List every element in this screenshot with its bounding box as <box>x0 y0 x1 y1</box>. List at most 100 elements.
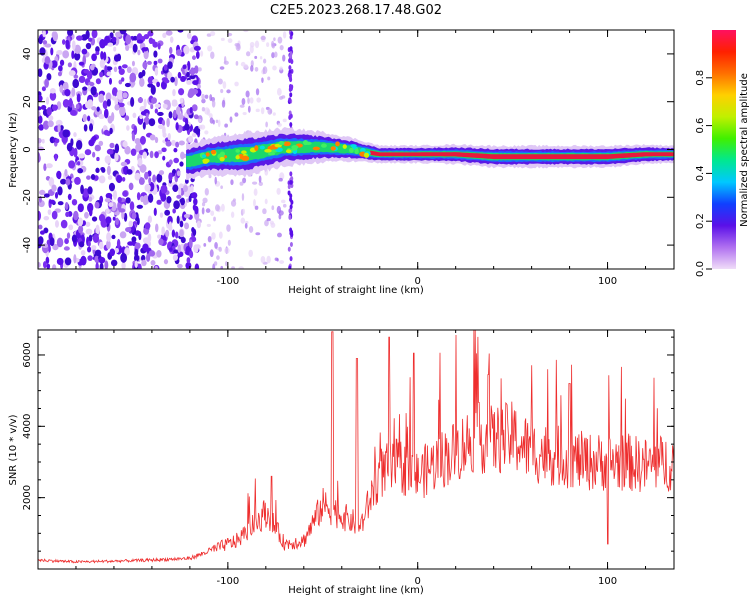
noise-speckle <box>143 49 149 60</box>
sparse-speckle <box>207 45 213 52</box>
sparse-speckle <box>279 45 284 51</box>
sparse-speckle <box>249 45 254 54</box>
sparse-speckle <box>210 51 215 59</box>
noise-speckle <box>193 244 199 253</box>
noise-speckle <box>50 47 54 56</box>
noise-speckle <box>168 247 173 252</box>
noise-speckle <box>52 31 59 42</box>
noise-speckle <box>78 61 85 66</box>
noise-speckle <box>57 71 62 77</box>
sparse-speckle <box>201 207 205 215</box>
noise-speckle <box>154 103 161 108</box>
snr-line <box>38 330 674 564</box>
noise-speckle <box>193 198 198 206</box>
noise-speckle <box>75 139 83 150</box>
noise-speckle <box>116 89 124 100</box>
noise-speckle <box>95 78 102 85</box>
noise-speckle <box>44 78 49 88</box>
noise-speckle <box>178 140 185 146</box>
noise-speckle <box>178 88 185 96</box>
noise-speckle <box>96 156 100 162</box>
sparse-speckle <box>250 65 254 72</box>
noise-speckle <box>125 197 131 204</box>
sparse-speckle <box>255 108 260 113</box>
noise-speckle <box>105 216 112 224</box>
noise-speckle <box>99 39 106 49</box>
noise-speckle <box>54 138 60 144</box>
noise-speckle <box>118 79 123 85</box>
streak-speckle <box>288 65 292 71</box>
noise-speckle <box>64 257 72 266</box>
sparse-speckle <box>281 95 286 99</box>
noise-speckle <box>172 254 178 261</box>
noise-speckle <box>156 81 161 88</box>
snr-y-tick-label: 6000 <box>22 342 33 367</box>
noise-speckle <box>144 222 151 230</box>
sparse-speckle <box>241 98 246 105</box>
noise-speckle <box>98 213 106 222</box>
sparse-speckle <box>204 188 209 196</box>
sparse-speckle <box>256 97 261 103</box>
sparse-speckle <box>248 249 253 258</box>
noise-speckle <box>90 86 97 96</box>
noise-speckle <box>68 224 74 231</box>
sparse-speckle <box>276 232 282 238</box>
noise-speckle <box>121 261 126 269</box>
noise-speckle <box>114 143 120 154</box>
spectrogram-image <box>38 30 674 269</box>
sparse-speckle <box>252 181 258 185</box>
noise-speckle <box>64 169 68 177</box>
noise-speckle <box>55 119 63 127</box>
noise-speckle <box>71 87 76 97</box>
sparse-speckle <box>276 258 279 262</box>
noise-speckle <box>98 256 106 264</box>
noise-speckle <box>122 190 128 197</box>
noise-speckle <box>115 247 119 254</box>
sparse-speckle <box>273 37 276 42</box>
noise-speckle <box>71 198 78 206</box>
band-blob <box>264 149 272 153</box>
noise-speckle <box>74 52 81 61</box>
noise-speckle <box>86 71 93 80</box>
noise-speckle <box>120 252 128 263</box>
band-blob <box>312 146 321 151</box>
colorbar-label: Normalized spectral amplitude <box>739 73 750 227</box>
noise-speckle <box>80 255 87 266</box>
noise-speckle <box>176 170 181 177</box>
noise-speckle <box>59 59 65 66</box>
noise-speckle <box>192 55 196 60</box>
noise-speckle <box>91 106 97 111</box>
sparse-speckle <box>253 188 258 196</box>
sparse-speckle <box>240 217 246 224</box>
streak-speckle <box>289 256 293 262</box>
noise-speckle <box>148 118 156 127</box>
noise-speckle <box>87 255 93 262</box>
noise-speckle <box>41 105 47 110</box>
sparse-speckle <box>226 89 231 94</box>
sparse-speckle <box>216 255 220 260</box>
noise-speckle <box>112 189 117 200</box>
noise-speckle <box>111 111 115 122</box>
noise-speckle <box>76 35 83 41</box>
noise-speckle <box>38 106 42 111</box>
sparse-speckle <box>250 60 254 67</box>
noise-speckle <box>142 243 149 252</box>
noise-speckle <box>188 135 193 143</box>
noise-speckle <box>186 32 192 39</box>
noise-speckle <box>143 33 150 40</box>
noise-speckle <box>171 139 176 147</box>
noise-speckle <box>98 241 104 250</box>
sparse-speckle <box>215 119 219 123</box>
noise-speckle <box>147 83 154 88</box>
noise-speckle <box>166 117 170 128</box>
noise-speckle <box>103 129 110 136</box>
noise-speckle <box>138 72 144 79</box>
sparse-speckle <box>213 261 218 266</box>
sparse-speckle <box>209 113 213 119</box>
noise-speckle <box>68 70 76 77</box>
noise-speckle <box>95 46 100 53</box>
band-blob <box>342 144 347 149</box>
noise-speckle <box>145 253 151 262</box>
sparse-speckle <box>211 99 216 108</box>
sparse-speckle <box>217 78 223 85</box>
